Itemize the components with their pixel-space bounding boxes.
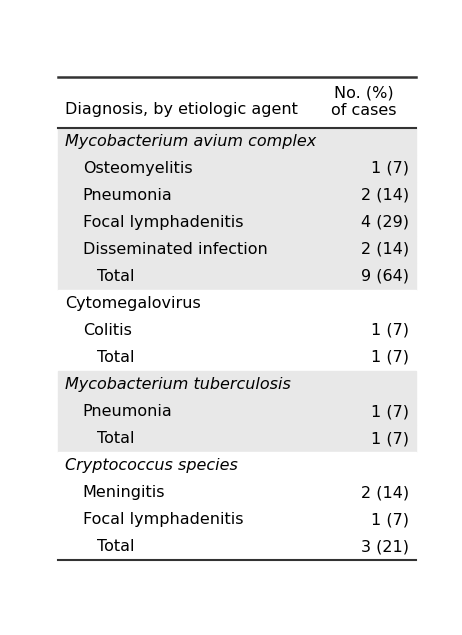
Text: Total: Total (97, 431, 134, 446)
Text: Osteomyelitis: Osteomyelitis (83, 161, 193, 176)
Text: 2 (14): 2 (14) (360, 242, 409, 257)
Text: Mycobacterium avium complex: Mycobacterium avium complex (65, 133, 316, 149)
Bar (58, 263, 416, 290)
Bar (58, 290, 416, 317)
Text: of cases: of cases (331, 103, 397, 118)
Bar (58, 344, 416, 371)
Text: Disseminated infection: Disseminated infection (83, 242, 267, 257)
Bar (58, 479, 416, 506)
Text: 1 (7): 1 (7) (371, 404, 409, 419)
Text: Focal lymphadenitis: Focal lymphadenitis (83, 512, 243, 527)
Bar (58, 128, 416, 154)
Text: 1 (7): 1 (7) (371, 512, 409, 527)
Text: 2 (14): 2 (14) (360, 188, 409, 203)
Text: No. (%): No. (%) (334, 86, 394, 100)
Text: Pneumonia: Pneumonia (83, 404, 173, 419)
Text: 9 (64): 9 (64) (361, 269, 409, 284)
Bar (58, 209, 416, 236)
Bar (58, 76, 416, 128)
Text: 1 (7): 1 (7) (371, 161, 409, 176)
Bar (58, 506, 416, 533)
Bar (58, 452, 416, 479)
Text: 1 (7): 1 (7) (371, 431, 409, 446)
Text: 2 (14): 2 (14) (360, 485, 409, 500)
Text: 1 (7): 1 (7) (371, 323, 409, 338)
Text: 3 (21): 3 (21) (361, 539, 409, 554)
Bar (58, 425, 416, 452)
Text: Cytomegalovirus: Cytomegalovirus (65, 296, 201, 311)
Text: Total: Total (97, 269, 134, 284)
Text: Total: Total (97, 539, 134, 554)
Text: 1 (7): 1 (7) (371, 350, 409, 365)
Text: Meningitis: Meningitis (83, 485, 165, 500)
Bar (58, 236, 416, 263)
Text: Focal lymphadenitis: Focal lymphadenitis (83, 215, 243, 230)
Bar (58, 398, 416, 425)
Text: Mycobacterium tuberculosis: Mycobacterium tuberculosis (65, 377, 291, 392)
Bar (58, 317, 416, 344)
Text: Diagnosis, by etiologic agent: Diagnosis, by etiologic agent (65, 102, 298, 117)
Bar (58, 182, 416, 209)
Bar (58, 154, 416, 182)
Text: Colitis: Colitis (83, 323, 132, 338)
Text: Total: Total (97, 350, 134, 365)
Bar (58, 533, 416, 560)
Bar (58, 371, 416, 398)
Text: Cryptococcus species: Cryptococcus species (65, 458, 238, 473)
Text: 4 (29): 4 (29) (361, 215, 409, 230)
Text: Pneumonia: Pneumonia (83, 188, 173, 203)
